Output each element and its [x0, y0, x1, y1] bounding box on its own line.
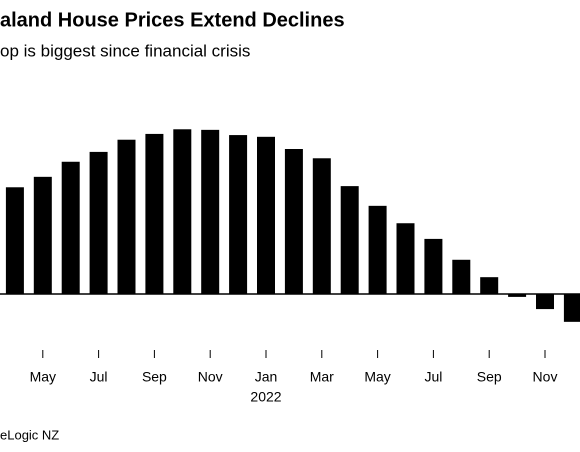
x-tick-label: Jul — [424, 369, 442, 385]
bar — [340, 186, 359, 294]
bar — [424, 238, 443, 294]
year-label: 2022 — [250, 389, 281, 405]
bar — [452, 259, 471, 294]
bar — [89, 151, 108, 294]
bar — [229, 135, 248, 294]
bar — [536, 294, 554, 310]
x-tick-label: Nov — [533, 369, 558, 385]
x-tick-label: May — [30, 369, 56, 385]
bar — [368, 205, 387, 294]
bar — [201, 129, 220, 294]
bar — [61, 161, 80, 294]
x-tick-label: Nov — [198, 369, 223, 385]
bar — [480, 277, 499, 294]
bar — [117, 139, 136, 294]
bar — [284, 149, 303, 294]
x-tick-label: Jan — [255, 369, 278, 385]
bar — [312, 158, 331, 294]
bar — [5, 187, 24, 294]
bar — [563, 294, 580, 322]
x-tick-label: Sep — [142, 369, 167, 385]
x-tick-label: Sep — [477, 369, 502, 385]
x-tick-label: Jul — [90, 369, 108, 385]
source: eLogic NZ — [0, 427, 59, 442]
bar — [145, 133, 164, 294]
bar — [33, 176, 52, 294]
bar — [396, 223, 415, 294]
x-tick-label: Mar — [310, 369, 334, 385]
chart-title: aland House Prices Extend Declines — [0, 9, 345, 31]
chart-subtitle: op is biggest since financial crisis — [0, 41, 250, 60]
bar — [508, 294, 527, 297]
x-tick-label: May — [364, 369, 390, 385]
bar — [257, 136, 275, 294]
bar — [173, 129, 192, 294]
